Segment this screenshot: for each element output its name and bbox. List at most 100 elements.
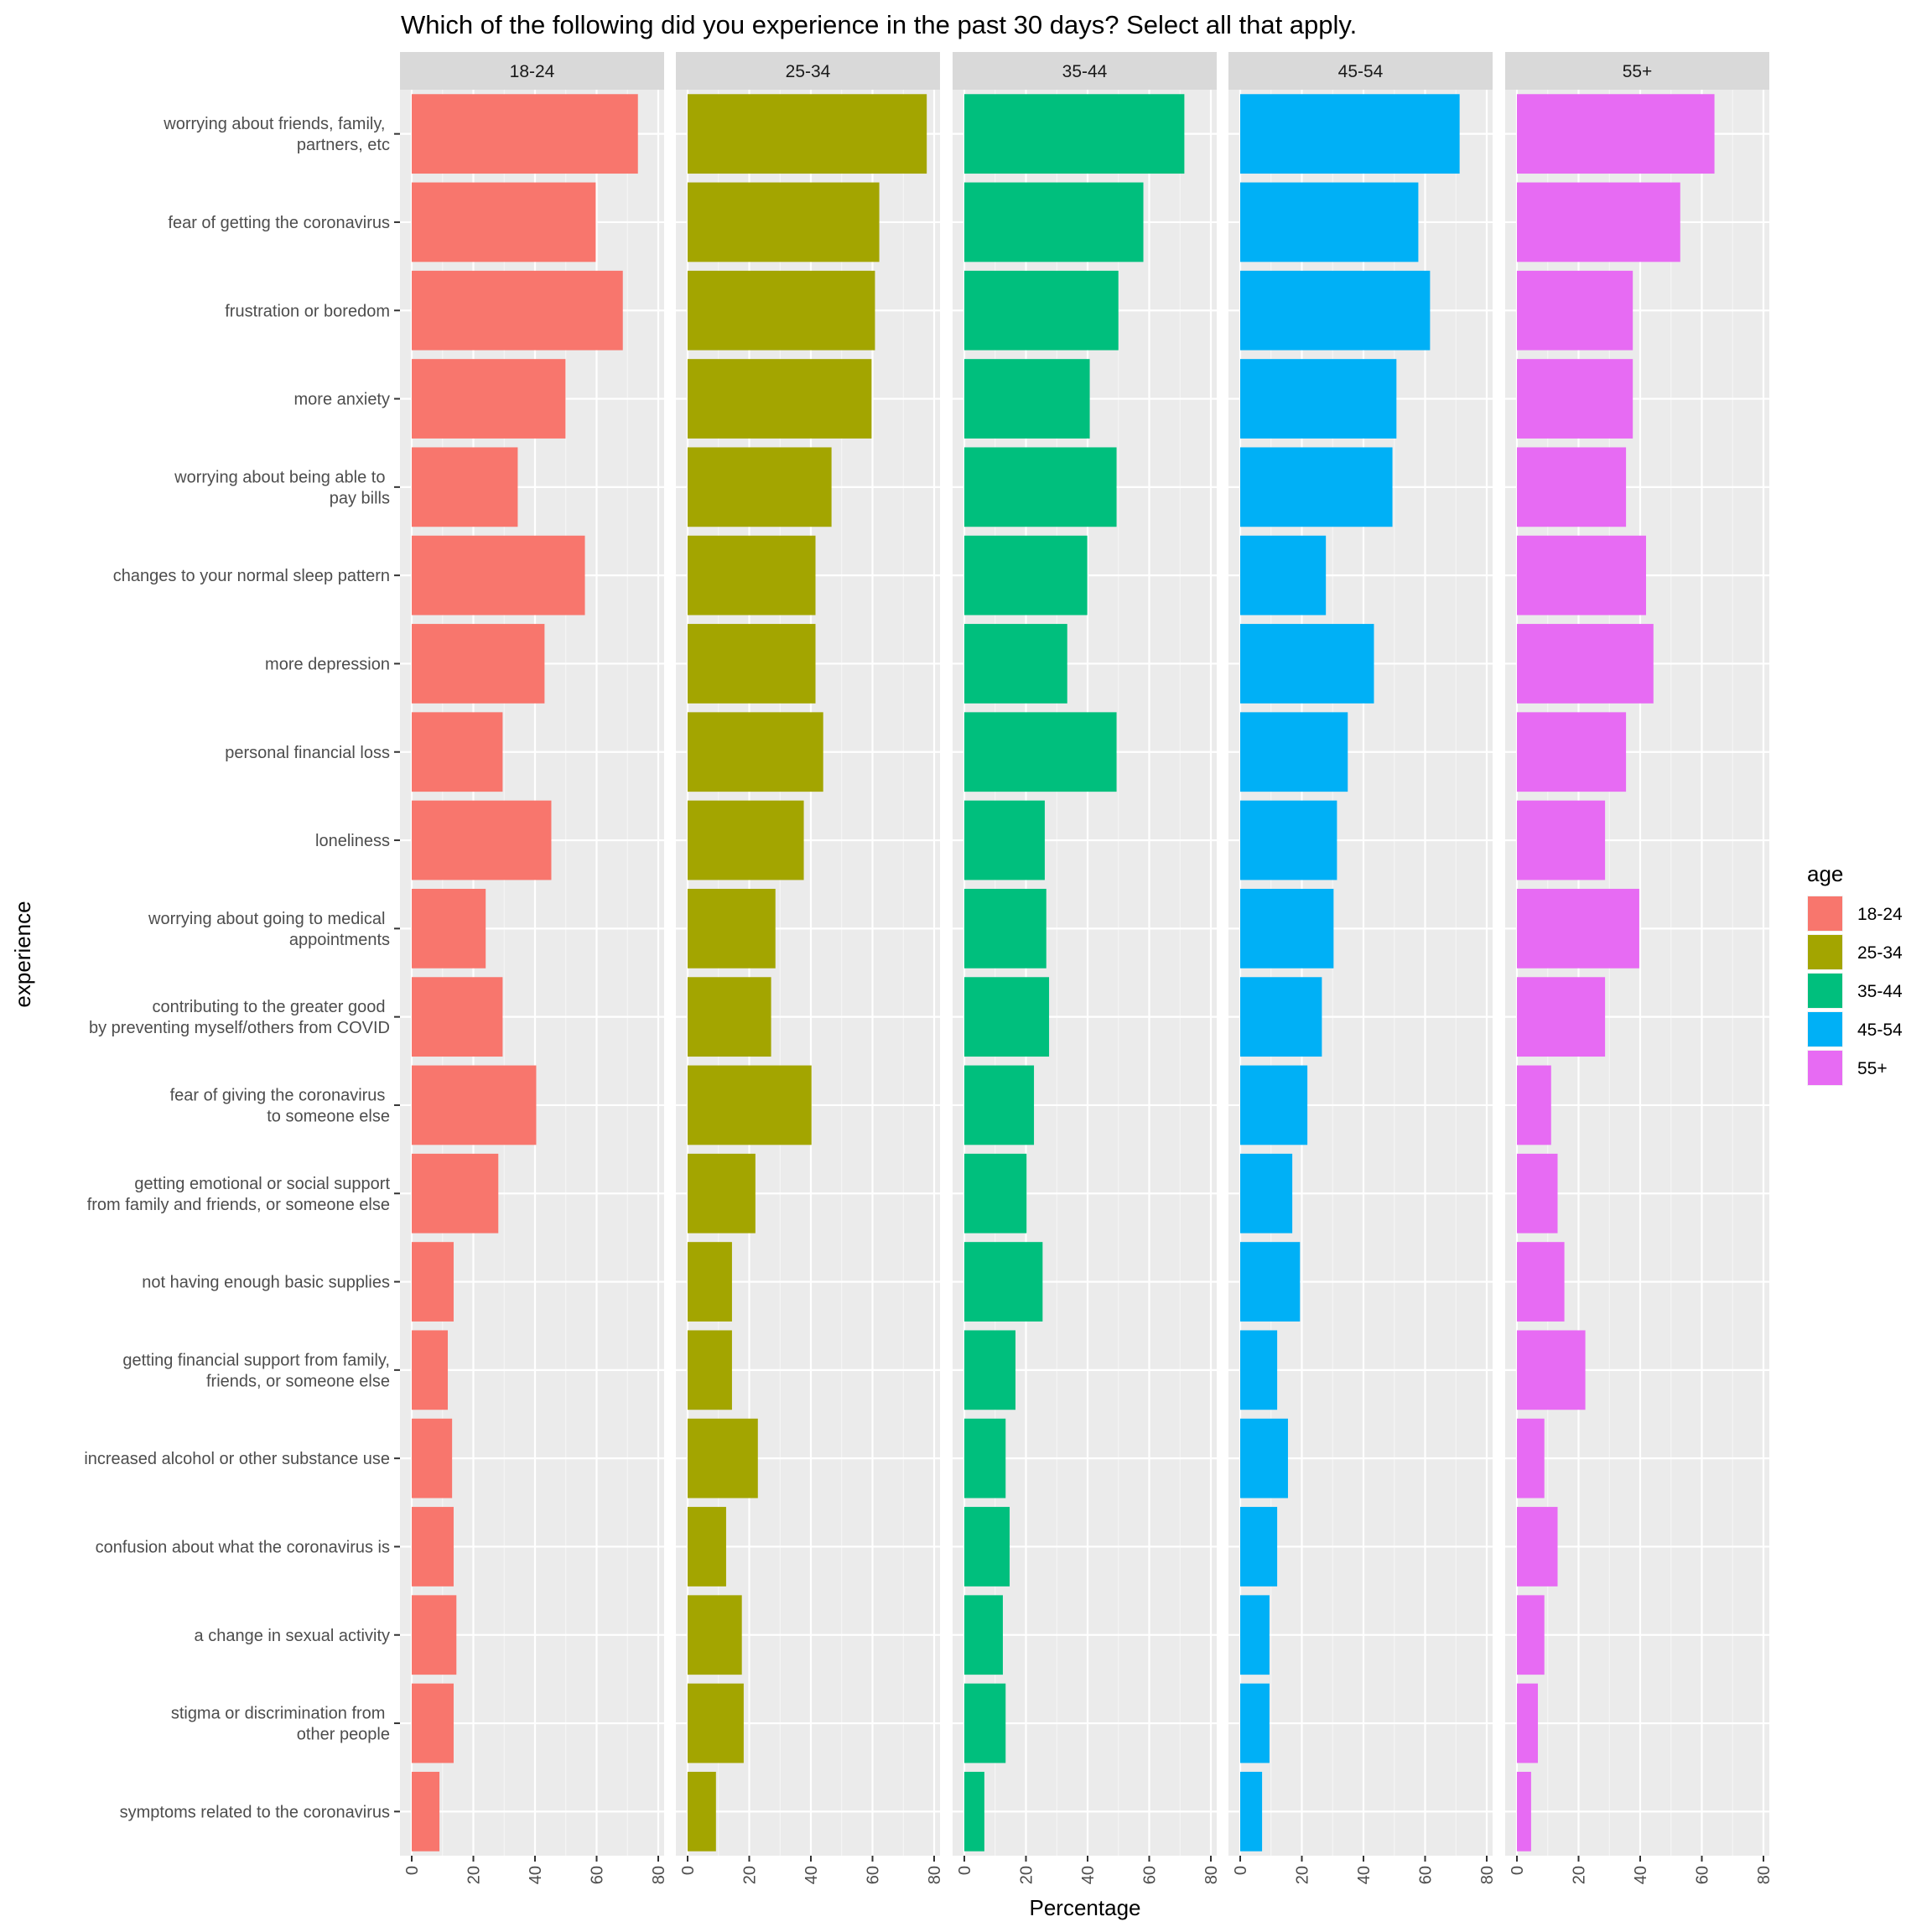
bar [1517,1242,1565,1322]
legend-label: 25-34 [1857,943,1903,963]
bar [964,94,1185,174]
facet-strip-label: 25-34 [786,62,831,81]
y-tick-label-line: to someone else [267,1107,390,1125]
bar [412,1242,454,1322]
bar [1517,535,1646,615]
bar [964,1330,1016,1410]
y-tick-label: more anxiety [294,391,391,409]
x-axis-title: Percentage [1030,1895,1141,1920]
facet-strip-label: 18-24 [510,62,555,81]
bar [412,270,623,351]
bar [1517,182,1680,262]
bar [412,535,585,615]
legend-label: 45-54 [1857,1021,1903,1040]
x-tick-label: 80 [926,1866,944,1884]
bar [688,977,771,1057]
y-tick-label-line: more anxiety [294,391,391,409]
y-tick-label-line: by preventing myself/others from COVID [89,1019,390,1037]
y-tick-label-line: partners, etc [297,136,390,154]
facet-panels: 18-24 0 20 40 60 80 25-34 0 20 40 60 80 35-44 0 20 40 60… [400,52,1774,1884]
y-axis: worrying about friends, family, partners… [84,115,400,1821]
y-tick-label-line: more depression [265,655,390,673]
bar [1517,977,1606,1057]
bar [412,1683,454,1763]
y-tick-label: symptoms related to the coronavirus [120,1803,390,1821]
bar [412,447,518,527]
bar [688,1153,756,1233]
bar [1240,800,1337,880]
bar [688,1242,732,1322]
bar [412,800,552,880]
x-tick-label: 80 [1478,1866,1497,1884]
facet-strip-label: 35-44 [1062,62,1108,81]
y-tick-label: stigma or discrimination from other peop… [171,1705,390,1744]
facet-panel-35-44: 35-44 0 20 40 60 80 [953,52,1221,1884]
y-tick-label: getting emotional or social support from … [87,1175,391,1214]
bar [964,1242,1043,1322]
bar [1240,888,1334,969]
panel-background [676,90,940,1856]
legend-swatch-18-24 [1808,896,1842,931]
x-tick-label: 60 [589,1866,607,1884]
bar [1240,1330,1278,1410]
y-tick-label: changes to your normal sleep pattern [113,567,390,585]
legend-label: 35-44 [1857,982,1903,1001]
y-tick-label-line: worrying about going to medical [148,910,390,928]
x-tick-label: 60 [1141,1866,1160,1884]
bar [1517,359,1633,439]
bar [1240,1771,1263,1852]
x-tick-label: 20 [1018,1866,1036,1884]
bar [964,359,1090,439]
bar [412,182,596,262]
bar [412,1330,448,1410]
bar [1517,1065,1551,1145]
bar [964,1683,1006,1763]
bar [964,1418,1006,1498]
y-tick-label-line: personal financial loss [225,744,390,762]
panel-background [400,90,664,1856]
legend-swatch-25-34 [1808,935,1842,969]
legend-label: 55+ [1857,1059,1888,1078]
x-tick-label: 40 [1079,1866,1098,1884]
bar [688,1771,716,1852]
y-tick-label-line: confusion about what the coronavirus is [96,1538,390,1556]
bar [1240,1242,1301,1322]
facet-strip [676,52,940,90]
panel-background [953,90,1217,1856]
y-tick-label-line: getting financial support from family, [122,1351,390,1369]
x-tick-label: 0 [1509,1866,1527,1875]
bar [412,888,486,969]
y-tick-label: loneliness [315,832,390,850]
y-tick-label-line: frustration or boredom [225,302,390,320]
bar [1517,94,1715,174]
y-tick-label-line: fear of getting the coronavirus [168,214,390,232]
bar [688,447,832,527]
facet-strip [1505,52,1769,90]
facet-strip-label: 45-54 [1338,62,1384,81]
bar [688,182,880,262]
bar [688,1330,732,1410]
facet-strip [953,52,1217,90]
bar [964,535,1088,615]
bar [1517,1683,1538,1763]
bar [1517,624,1654,704]
bar [412,624,545,704]
bar [964,447,1117,527]
bar [964,1153,1027,1233]
chart-title: Which of the following did you experienc… [401,10,1357,39]
legend-swatch-45-54 [1808,1012,1842,1046]
y-tick-label: fear of getting the coronavirus [168,214,390,232]
y-tick-label: getting financial support from family, fr… [122,1351,390,1390]
y-axis-title: experience [10,901,35,1007]
y-tick-label: increased alcohol or other substance use [84,1450,390,1468]
x-tick-label: 0 [956,1866,974,1875]
bar [964,977,1050,1057]
bar [1517,1595,1545,1675]
bar [1240,712,1348,792]
legend-swatch-55+ [1808,1051,1842,1085]
bar [688,624,816,704]
y-tick-label-line: from family and friends, or someone else [87,1196,390,1214]
legend-title: age [1807,861,1843,886]
bar [1240,1683,1270,1763]
facet-strip [400,52,664,90]
